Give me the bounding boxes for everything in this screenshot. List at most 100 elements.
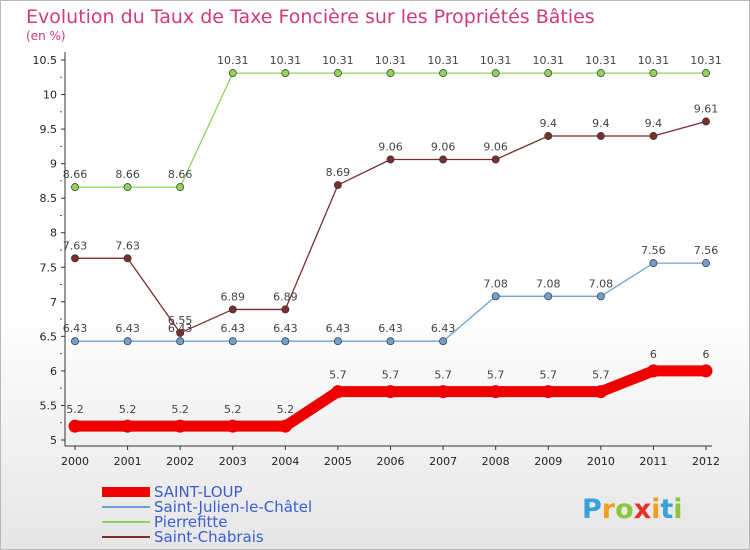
legend-label: Saint-Julien-le-Châtel xyxy=(154,498,312,516)
data-point xyxy=(281,69,290,78)
legend-label: SAINT-LOUP xyxy=(154,483,243,501)
y-tick-label: 10 xyxy=(43,89,57,102)
data-point xyxy=(491,69,500,78)
data-point xyxy=(176,183,185,192)
data-label: 8.66 xyxy=(63,168,88,181)
data-point xyxy=(489,385,503,399)
data-point xyxy=(699,364,713,378)
y-tick-label: 7.5 xyxy=(40,261,58,274)
data-label: 6 xyxy=(650,348,657,361)
axes: 5 5.5 6 6.5 7 7.5 8 8.5 9 9.5 10 10.5 2000 2001 2002 20… xyxy=(33,52,720,468)
data-point xyxy=(439,69,448,78)
data-label: 5.2 xyxy=(277,403,295,416)
data-label: 10.31 xyxy=(480,54,512,67)
data-point xyxy=(702,259,710,268)
proxiti-logo: Proxiti xyxy=(582,494,683,525)
data-label: 7.63 xyxy=(63,239,88,252)
x-tick-label: 2010 xyxy=(587,455,615,468)
data-point xyxy=(439,337,448,346)
x-tick-label: 2012 xyxy=(692,455,720,468)
data-label: 9.4 xyxy=(592,117,610,130)
data-label: 7.63 xyxy=(115,239,140,252)
data-point xyxy=(544,132,553,140)
data-label: 5.7 xyxy=(540,369,558,382)
data-label: 6.89 xyxy=(273,290,298,303)
data-point xyxy=(544,292,553,301)
data-point xyxy=(544,69,553,78)
data-point xyxy=(596,292,605,301)
data-label: 6.55 xyxy=(168,314,193,327)
data-label: 5.2 xyxy=(171,403,189,416)
data-label: 8.69 xyxy=(326,166,351,179)
data-label: 5.7 xyxy=(329,369,347,382)
x-tick-label: 2003 xyxy=(219,455,247,468)
y-tick-label: 9 xyxy=(50,158,57,171)
data-label: 6.43 xyxy=(115,322,140,335)
data-label: 5.2 xyxy=(119,403,137,416)
data-label: 9.06 xyxy=(378,140,403,153)
logo-text: Proxiti xyxy=(582,494,683,525)
data-label: 10.31 xyxy=(585,54,617,67)
data-label: 10.31 xyxy=(375,54,407,67)
y-tick-label: 8.5 xyxy=(40,192,58,205)
chart-title: Evolution du Taux de Taxe Foncière sur l… xyxy=(26,6,595,28)
data-point xyxy=(596,69,605,78)
data-point xyxy=(702,117,710,126)
x-tick-label: 2007 xyxy=(429,455,457,468)
x-tick-label: 2001 xyxy=(114,455,142,468)
series-saint-julien-le-ch-tel: 6.43 6.43 6.43 6.43 6.43 6.43 6.43 6.43 7.08 7.08… xyxy=(63,244,718,346)
data-label: 5.7 xyxy=(487,369,505,382)
logo-letter: P xyxy=(582,494,602,525)
y-tick-label: 10.5 xyxy=(33,54,58,67)
series-saint-loup: 5.2 5.2 5.2 5.2 5.2 5.7 5.7 5.7 5.7 5.7 5.7 6 6 xyxy=(66,348,713,433)
data-label: 7.56 xyxy=(641,244,666,257)
data-label: 6.43 xyxy=(63,322,88,335)
data-label: 9.06 xyxy=(431,140,456,153)
logo-letter: o xyxy=(615,494,634,525)
data-label: 8.66 xyxy=(168,168,193,181)
legend-label: Saint-Chabrais xyxy=(154,528,264,546)
data-point xyxy=(541,385,555,399)
data-label: 9.61 xyxy=(694,102,719,115)
data-point xyxy=(386,155,395,164)
legend: SAINT-LOUPSaint-Julien-le-ChâtelPierrefi… xyxy=(102,483,312,546)
data-label: 6.43 xyxy=(326,322,351,335)
data-point xyxy=(71,337,79,346)
data-label: 10.31 xyxy=(270,54,302,67)
logo-letter: i xyxy=(673,494,682,525)
data-label: 6 xyxy=(703,348,710,361)
data-point xyxy=(649,69,658,78)
data-label: 6.43 xyxy=(273,322,298,335)
y-tick-label: 9.5 xyxy=(40,123,58,136)
data-label: 9.4 xyxy=(540,117,558,130)
data-point xyxy=(123,254,132,263)
data-point xyxy=(333,181,342,190)
data-point xyxy=(68,419,82,433)
data-point xyxy=(439,155,448,164)
data-point xyxy=(71,254,79,263)
data-point xyxy=(646,364,660,378)
data-label: 9.06 xyxy=(483,140,508,153)
data-point xyxy=(386,337,395,346)
data-label: 6.43 xyxy=(378,322,403,335)
data-point xyxy=(436,385,450,399)
data-point xyxy=(649,132,658,140)
data-point xyxy=(123,337,132,346)
x-tick-label: 2002 xyxy=(166,455,194,468)
series-pierrefitte: 8.66 8.66 8.66 10.31 10.31 10.31 10.31 10.31 10.… xyxy=(63,54,722,192)
data-point xyxy=(333,337,342,346)
data-label: 5.2 xyxy=(66,403,84,416)
logo-letter: x xyxy=(634,494,651,525)
data-point xyxy=(228,305,237,314)
chart-subtitle: (en %) xyxy=(26,29,66,43)
data-label: 6.89 xyxy=(221,290,246,303)
data-point xyxy=(386,69,395,78)
data-label: 5.7 xyxy=(592,369,610,382)
data-label: 5.7 xyxy=(434,369,452,382)
x-tick-label: 2008 xyxy=(482,455,510,468)
data-label: 6.43 xyxy=(168,322,193,335)
data-label: 7.08 xyxy=(483,277,508,290)
x-tick-label: 2011 xyxy=(639,455,667,468)
